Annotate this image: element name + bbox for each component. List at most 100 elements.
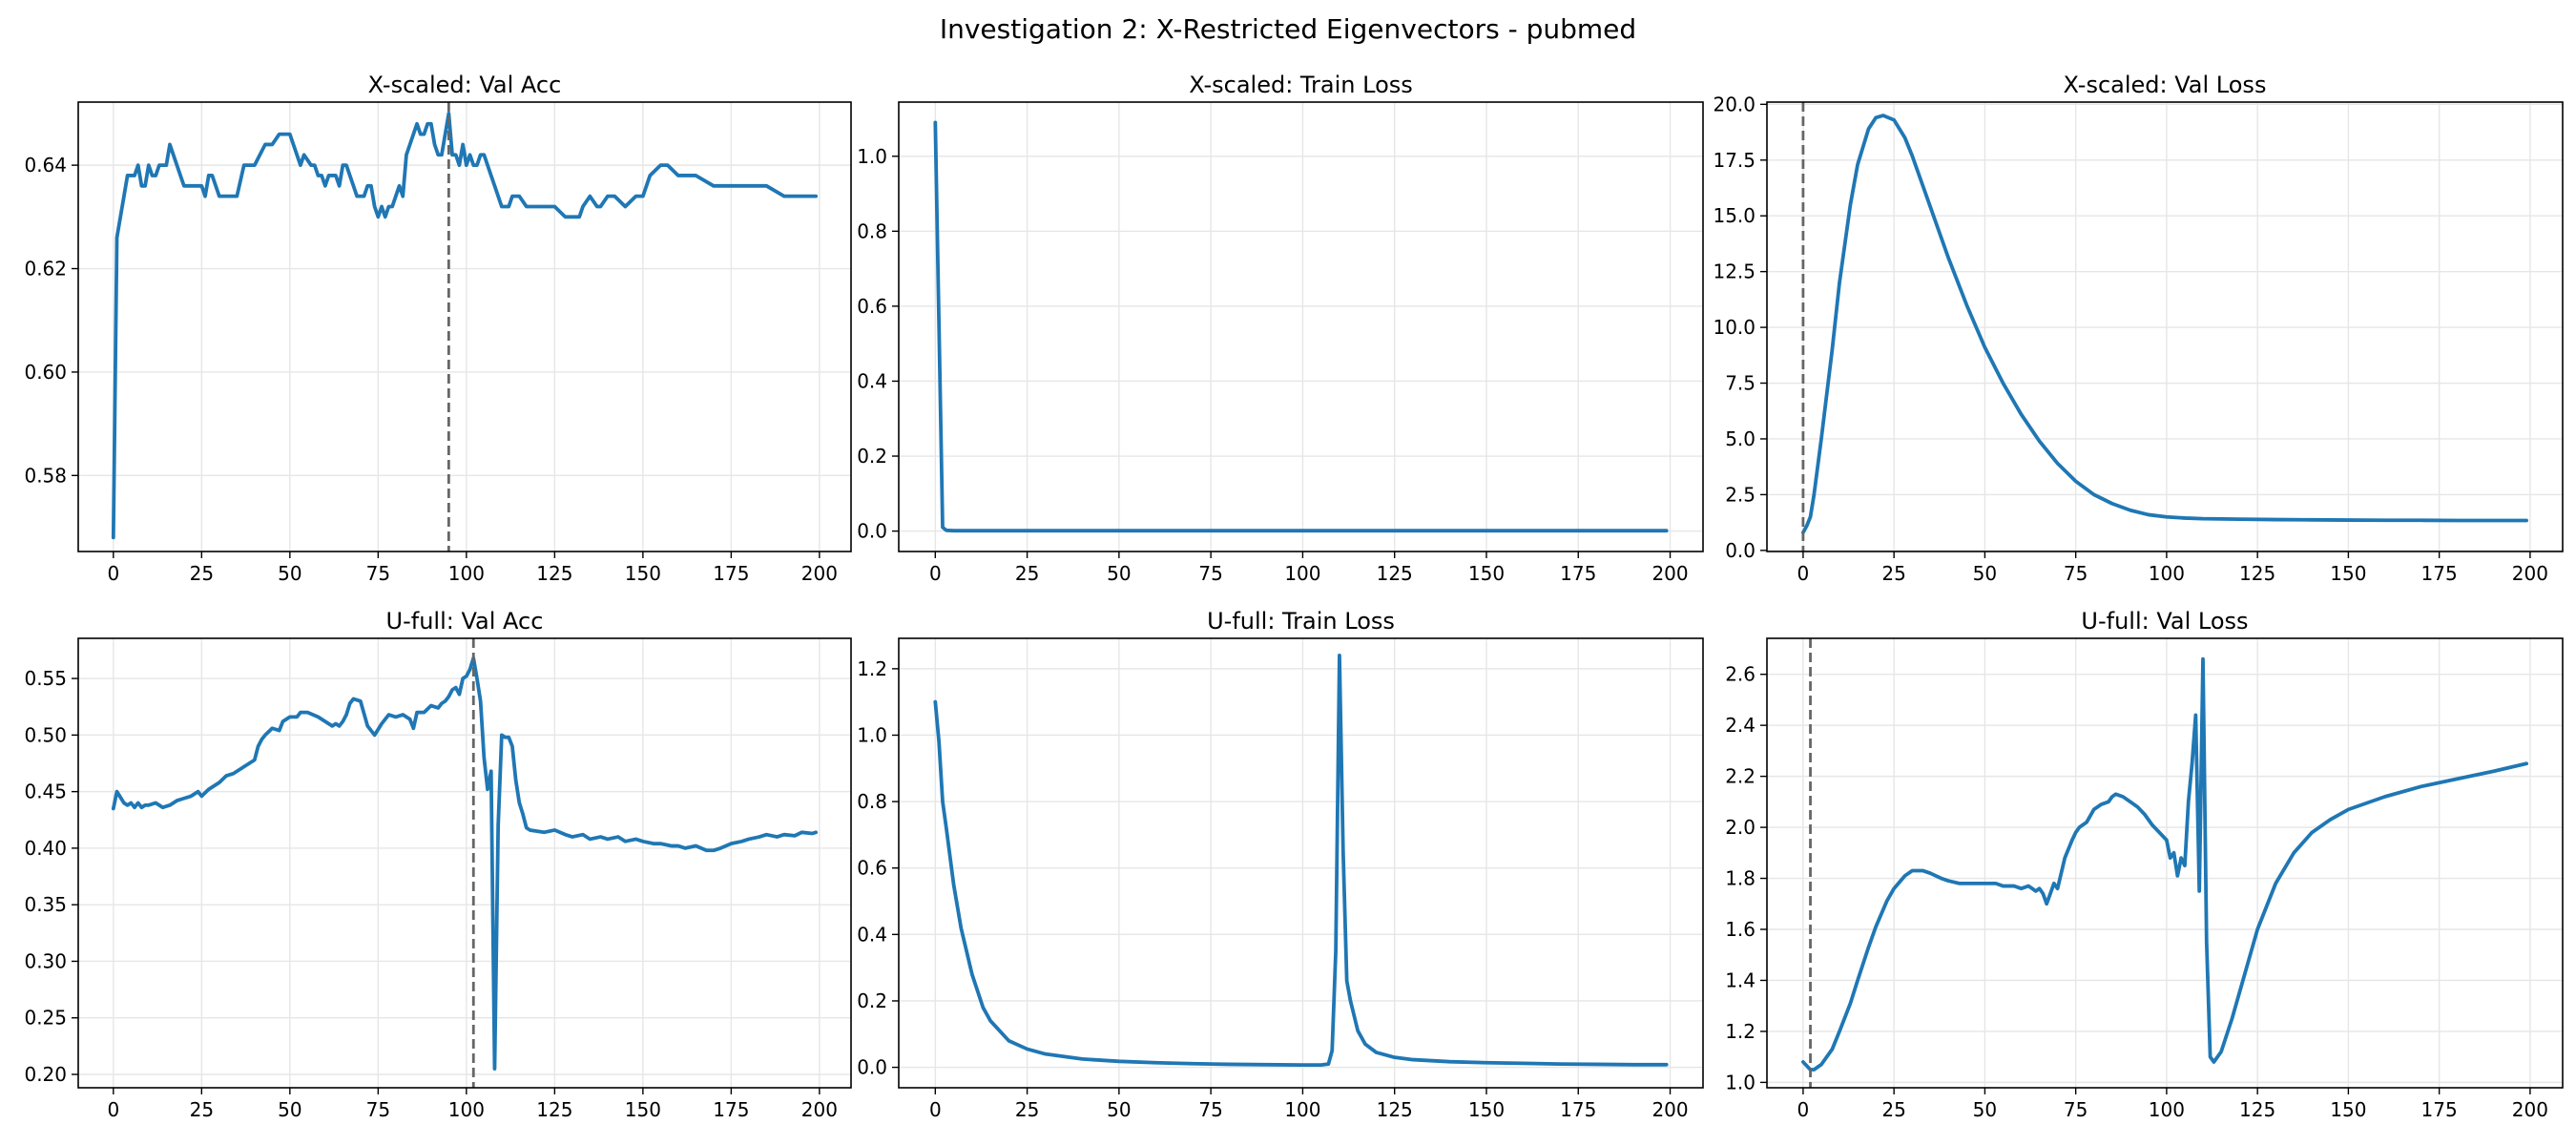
y-tick-label: 0.64 xyxy=(24,154,67,177)
y-tick-label: 1.0 xyxy=(857,145,887,168)
x-tick-label: 175 xyxy=(713,1098,749,1121)
x-tick-label: 75 xyxy=(366,1098,390,1121)
y-tick-label: 0.8 xyxy=(857,219,887,242)
subplot-2: 0 25 50 75 100 125 150 175 200 0.0 0.2 0.4 0.6 0.8 1.0… xyxy=(857,72,1704,585)
x-tick-label: 200 xyxy=(1652,1098,1688,1121)
x-tick-label: 175 xyxy=(2421,562,2458,585)
x-tick-label: 0 xyxy=(1797,1098,1810,1121)
x-tick-label: 75 xyxy=(366,562,390,585)
y-tick-label: 0.60 xyxy=(24,361,67,384)
x-tick-label: 50 xyxy=(1973,1098,1997,1121)
y-tick-label: 0.20 xyxy=(24,1063,67,1086)
x-tick-label: 150 xyxy=(625,562,661,585)
subplot-4: 0 25 50 75 100 125 150 175 200 0.20 0.25 0.30 0.35 0.… xyxy=(24,608,852,1121)
x-tick-label: 125 xyxy=(2239,562,2275,585)
y-tick-label: 0.4 xyxy=(857,369,887,392)
y-tick-label: 7.5 xyxy=(1725,372,1755,395)
x-tick-label: 25 xyxy=(1881,562,1905,585)
y-tick-label: 0.25 xyxy=(24,1007,67,1030)
y-tick-label: 20.0 xyxy=(1713,93,1755,115)
x-tick-label: 0 xyxy=(929,1098,942,1121)
x-tick-label: 0 xyxy=(929,562,942,585)
subplot-title: U-full: Val Loss xyxy=(2081,608,2248,635)
y-tick-label: 2.2 xyxy=(1725,765,1755,788)
y-tick-label: 1.0 xyxy=(1725,1071,1755,1093)
subplot-1: 0 25 50 75 100 125 150 175 200 0.58 0.60 0.62 0.64 X-… xyxy=(24,72,852,585)
series-line xyxy=(111,112,819,540)
y-tick-label: 0.35 xyxy=(24,893,67,916)
subplot-3: 0 25 50 75 100 125 150 175 200 0.0 2.5 5.0 7.5 10.0 12… xyxy=(1713,72,2564,585)
y-tick-label: 1.8 xyxy=(1725,867,1755,890)
y-tick-label: 2.6 xyxy=(1725,663,1755,686)
x-tick-label: 75 xyxy=(2064,1098,2088,1121)
y-tick-label: 0.55 xyxy=(24,667,67,690)
subplot-title: U-full: Train Loss xyxy=(1207,608,1395,635)
x-tick-label: 100 xyxy=(2149,1098,2185,1121)
x-tick-label: 100 xyxy=(448,1098,485,1121)
x-tick-label: 200 xyxy=(801,562,838,585)
y-tick-label: 0.50 xyxy=(24,723,67,746)
x-tick-label: 50 xyxy=(278,1098,301,1121)
axes-frame xyxy=(77,101,852,552)
y-tick-label: 0.8 xyxy=(857,790,887,813)
axes-frame xyxy=(898,637,1704,1089)
subplot-title: U-full: Val Acc xyxy=(386,608,544,635)
x-tick-label: 50 xyxy=(1107,562,1131,585)
x-tick-label: 150 xyxy=(1468,562,1505,585)
x-tick-label: 125 xyxy=(1377,1098,1413,1121)
x-tick-label: 100 xyxy=(1284,562,1320,585)
y-tick-label: 0.62 xyxy=(24,258,67,281)
y-tick-label: 0.0 xyxy=(1725,539,1755,562)
y-tick-label: 15.0 xyxy=(1713,204,1755,227)
y-tick-label: 0.2 xyxy=(857,989,887,1012)
y-tick-label: 0.45 xyxy=(24,781,67,803)
y-tick-label: 0.30 xyxy=(24,949,67,972)
y-tick-label: 10.0 xyxy=(1713,316,1755,339)
x-tick-label: 0 xyxy=(107,1098,119,1121)
series-line xyxy=(1801,114,2528,535)
x-tick-label: 0 xyxy=(1797,562,1810,585)
y-tick-label: 0.40 xyxy=(24,837,67,860)
x-tick-label: 75 xyxy=(1198,1098,1222,1121)
x-tick-label: 25 xyxy=(1881,1098,1905,1121)
x-tick-label: 150 xyxy=(625,1098,661,1121)
x-tick-label: 50 xyxy=(1973,562,1997,585)
y-tick-label: 1.0 xyxy=(857,723,887,746)
x-tick-label: 75 xyxy=(1198,562,1222,585)
y-tick-label: 1.2 xyxy=(1725,1020,1755,1043)
y-tick-label: 17.5 xyxy=(1713,149,1755,172)
x-tick-label: 175 xyxy=(1560,1098,1596,1121)
x-tick-label: 75 xyxy=(2064,562,2088,585)
x-tick-label: 125 xyxy=(536,1098,572,1121)
y-tick-label: 2.4 xyxy=(1725,714,1755,737)
x-tick-label: 125 xyxy=(1377,562,1413,585)
x-tick-label: 200 xyxy=(2512,562,2548,585)
x-tick-label: 25 xyxy=(1015,562,1039,585)
x-tick-label: 200 xyxy=(2512,1098,2548,1121)
y-tick-label: 1.2 xyxy=(857,657,887,680)
axes-frame xyxy=(898,101,1704,552)
y-tick-label: 12.5 xyxy=(1713,260,1755,283)
subplot-title: X-scaled: Val Loss xyxy=(2064,72,2267,98)
x-tick-label: 100 xyxy=(448,562,485,585)
x-tick-label: 125 xyxy=(2239,1098,2275,1121)
x-tick-label: 200 xyxy=(801,1098,838,1121)
subplot-title: X-scaled: Val Acc xyxy=(368,72,562,98)
x-tick-label: 50 xyxy=(1107,1098,1131,1121)
series-line xyxy=(111,656,819,1071)
figure-title: Investigation 2: X-Restricted Eigenvecto… xyxy=(939,13,1637,45)
x-tick-label: 25 xyxy=(190,562,214,585)
series-line xyxy=(933,120,1669,533)
x-tick-label: 200 xyxy=(1652,562,1688,585)
x-tick-label: 150 xyxy=(2330,1098,2366,1121)
x-tick-label: 25 xyxy=(1015,1098,1039,1121)
x-tick-label: 175 xyxy=(2421,1098,2458,1121)
subplot-title: X-scaled: Train Loss xyxy=(1189,72,1413,98)
x-tick-label: 100 xyxy=(1284,1098,1320,1121)
x-tick-label: 175 xyxy=(713,562,749,585)
series-line xyxy=(1801,656,2528,1072)
x-tick-label: 100 xyxy=(2149,562,2185,585)
y-tick-label: 0.0 xyxy=(857,1056,887,1079)
